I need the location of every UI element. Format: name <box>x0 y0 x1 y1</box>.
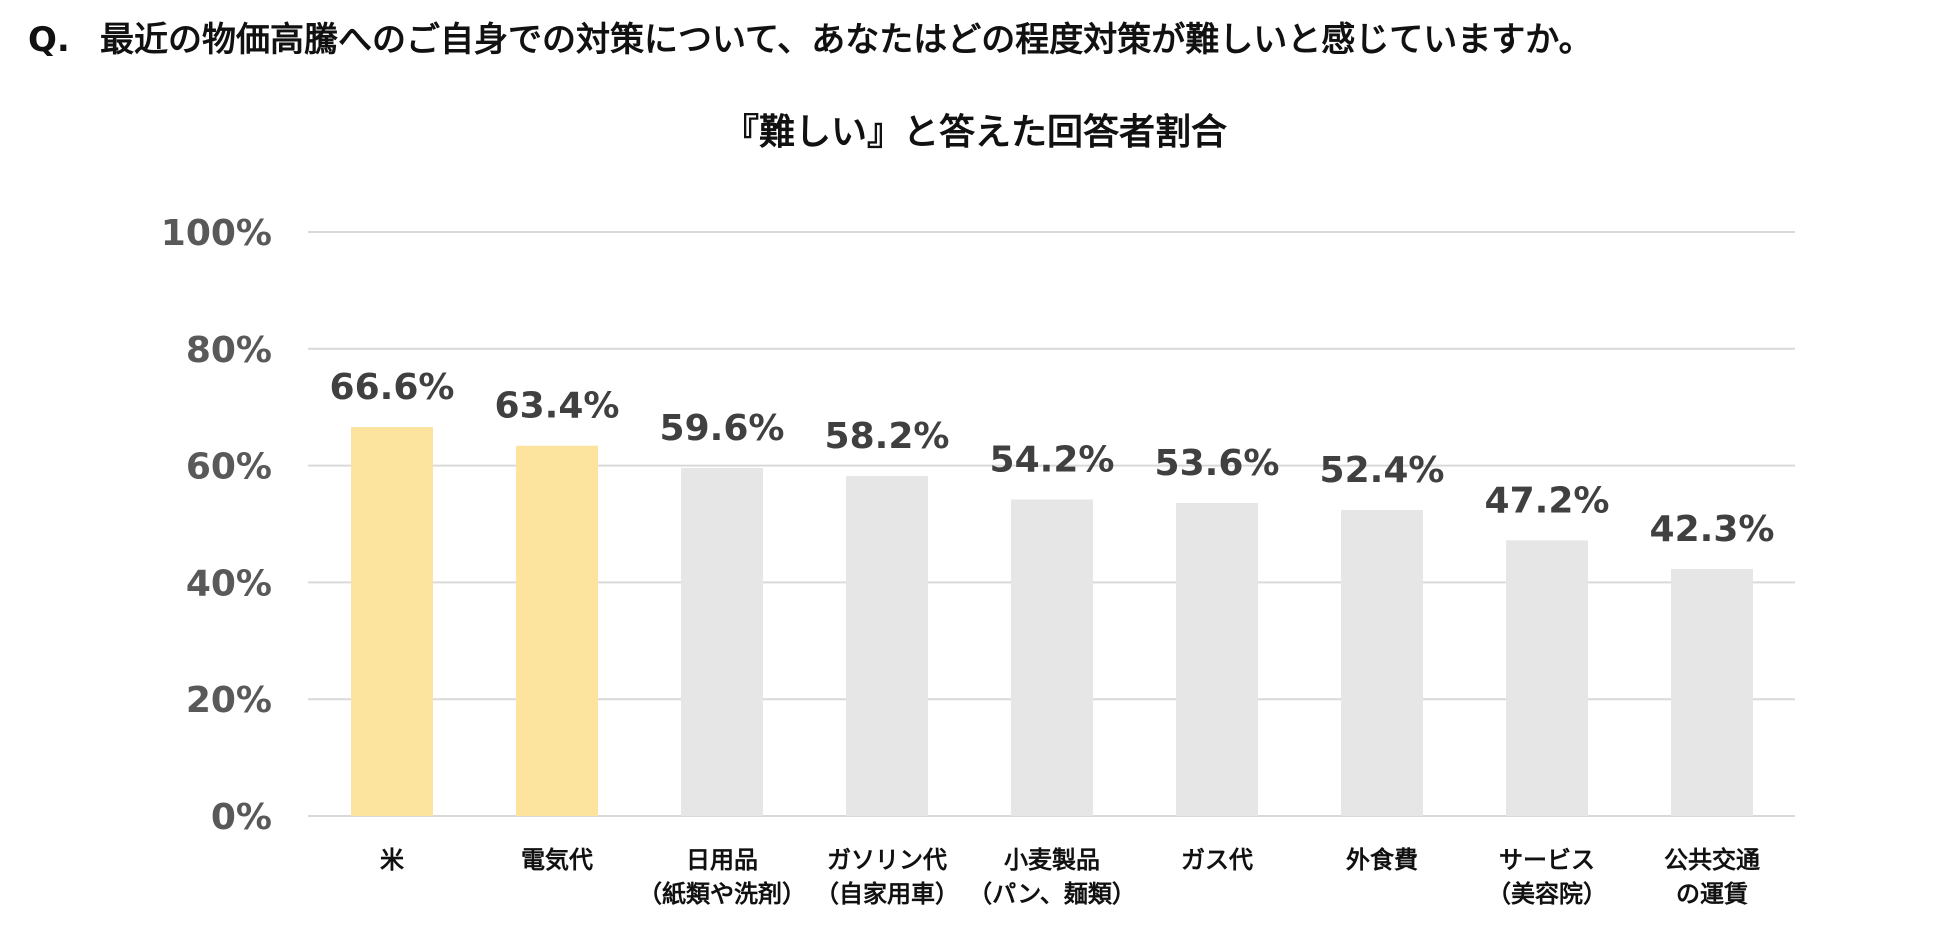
bar-gas <box>1176 502 1258 816</box>
question-text: Q. 最近の物価高騰へのご自身での対策について、あなたはどの程度対策が難しいと感じ… <box>28 10 1928 70</box>
category-label-line: の運賃 <box>1676 880 1748 908</box>
value-label-public-transport: 42.3% <box>1650 509 1775 550</box>
category-label-line: 公共交通 <box>1664 846 1760 874</box>
y-tick-label-100: 100% <box>161 213 272 254</box>
category-label-services: サービス （美容院） <box>1487 846 1607 908</box>
value-label-rice: 66.6% <box>330 367 455 408</box>
category-label-dining-out: 外食費 <box>1346 846 1418 874</box>
value-label-services: 47.2% <box>1485 480 1610 521</box>
category-label-line: （自家用車） <box>815 880 959 908</box>
category-label-line: サービス <box>1499 846 1595 874</box>
question-body: 最近の物価高騰へのご自身での対策について、あなたはどの程度対策が難しいと感じてい… <box>100 20 1593 60</box>
bar-daily-goods <box>681 467 763 816</box>
value-label-gasoline: 58.2% <box>825 416 950 457</box>
category-label-line: ガス代 <box>1181 846 1253 874</box>
bar-services <box>1506 540 1588 816</box>
category-label-line: 米 <box>380 846 404 874</box>
bar-electricity <box>516 445 598 816</box>
value-label-daily-goods: 59.6% <box>660 408 785 449</box>
bar-dining-out <box>1341 509 1423 816</box>
category-label-line: 電気代 <box>521 846 593 874</box>
bar-rice <box>351 427 433 816</box>
category-label-gasoline: ガソリン代 （自家用車） <box>815 846 959 908</box>
category-label-daily-goods: 日用品 （紙類や洗剤） <box>638 846 806 908</box>
bars <box>351 427 1753 816</box>
bar-wheat-products <box>1011 499 1093 816</box>
category-labels: 米 電気代 日用品 （紙類や洗剤） ガソリン代 （自家用車） 小麦製品 （パン、麺類） ガス代 外… <box>380 846 1760 908</box>
category-label-public-transport: 公共交通の運賃 <box>1664 846 1760 908</box>
category-label-line: 外食費 <box>1346 846 1418 874</box>
y-tick-label-60: 60% <box>186 447 272 488</box>
value-label-wheat-products: 54.2% <box>990 439 1115 480</box>
category-label-line: ガソリン代 <box>827 846 947 874</box>
y-tick-label-0: 0% <box>211 797 272 838</box>
bar-gasoline <box>846 476 928 816</box>
y-tick-label-20: 20% <box>186 680 272 721</box>
category-label-line: （美容院） <box>1487 880 1607 908</box>
category-label-line: （パン、麺類） <box>968 880 1136 908</box>
bar-public-transport <box>1671 568 1753 816</box>
y-tick-label-80: 80% <box>186 330 272 371</box>
category-label-gas: ガス代 <box>1181 846 1253 874</box>
value-label-gas: 53.6% <box>1155 443 1280 484</box>
category-label-line: 日用品 <box>686 846 758 874</box>
y-tick-label-40: 40% <box>186 563 272 604</box>
value-label-dining-out: 52.4% <box>1320 450 1445 491</box>
category-label-line: （紙類や洗剤） <box>638 880 806 908</box>
chart-title: 『難しい』と答えた回答者割合 <box>722 112 1227 153</box>
value-labels: 66.6% 63.4% 59.6% 58.2% 54.2% 53.6% 52.4% 47.2%… <box>330 367 1775 550</box>
question-prefix: Q. <box>28 20 70 60</box>
category-label-electricity: 電気代 <box>521 846 593 874</box>
category-label-rice: 米 <box>380 846 404 874</box>
value-label-electricity: 63.4% <box>495 386 620 427</box>
category-label-wheat-products: 小麦製品 （パン、麺類） <box>968 846 1136 908</box>
category-label-line: 小麦製品 <box>1004 846 1100 874</box>
y-axis-ticks: 0% 20% 40% 60% 80% 100% <box>161 213 272 838</box>
